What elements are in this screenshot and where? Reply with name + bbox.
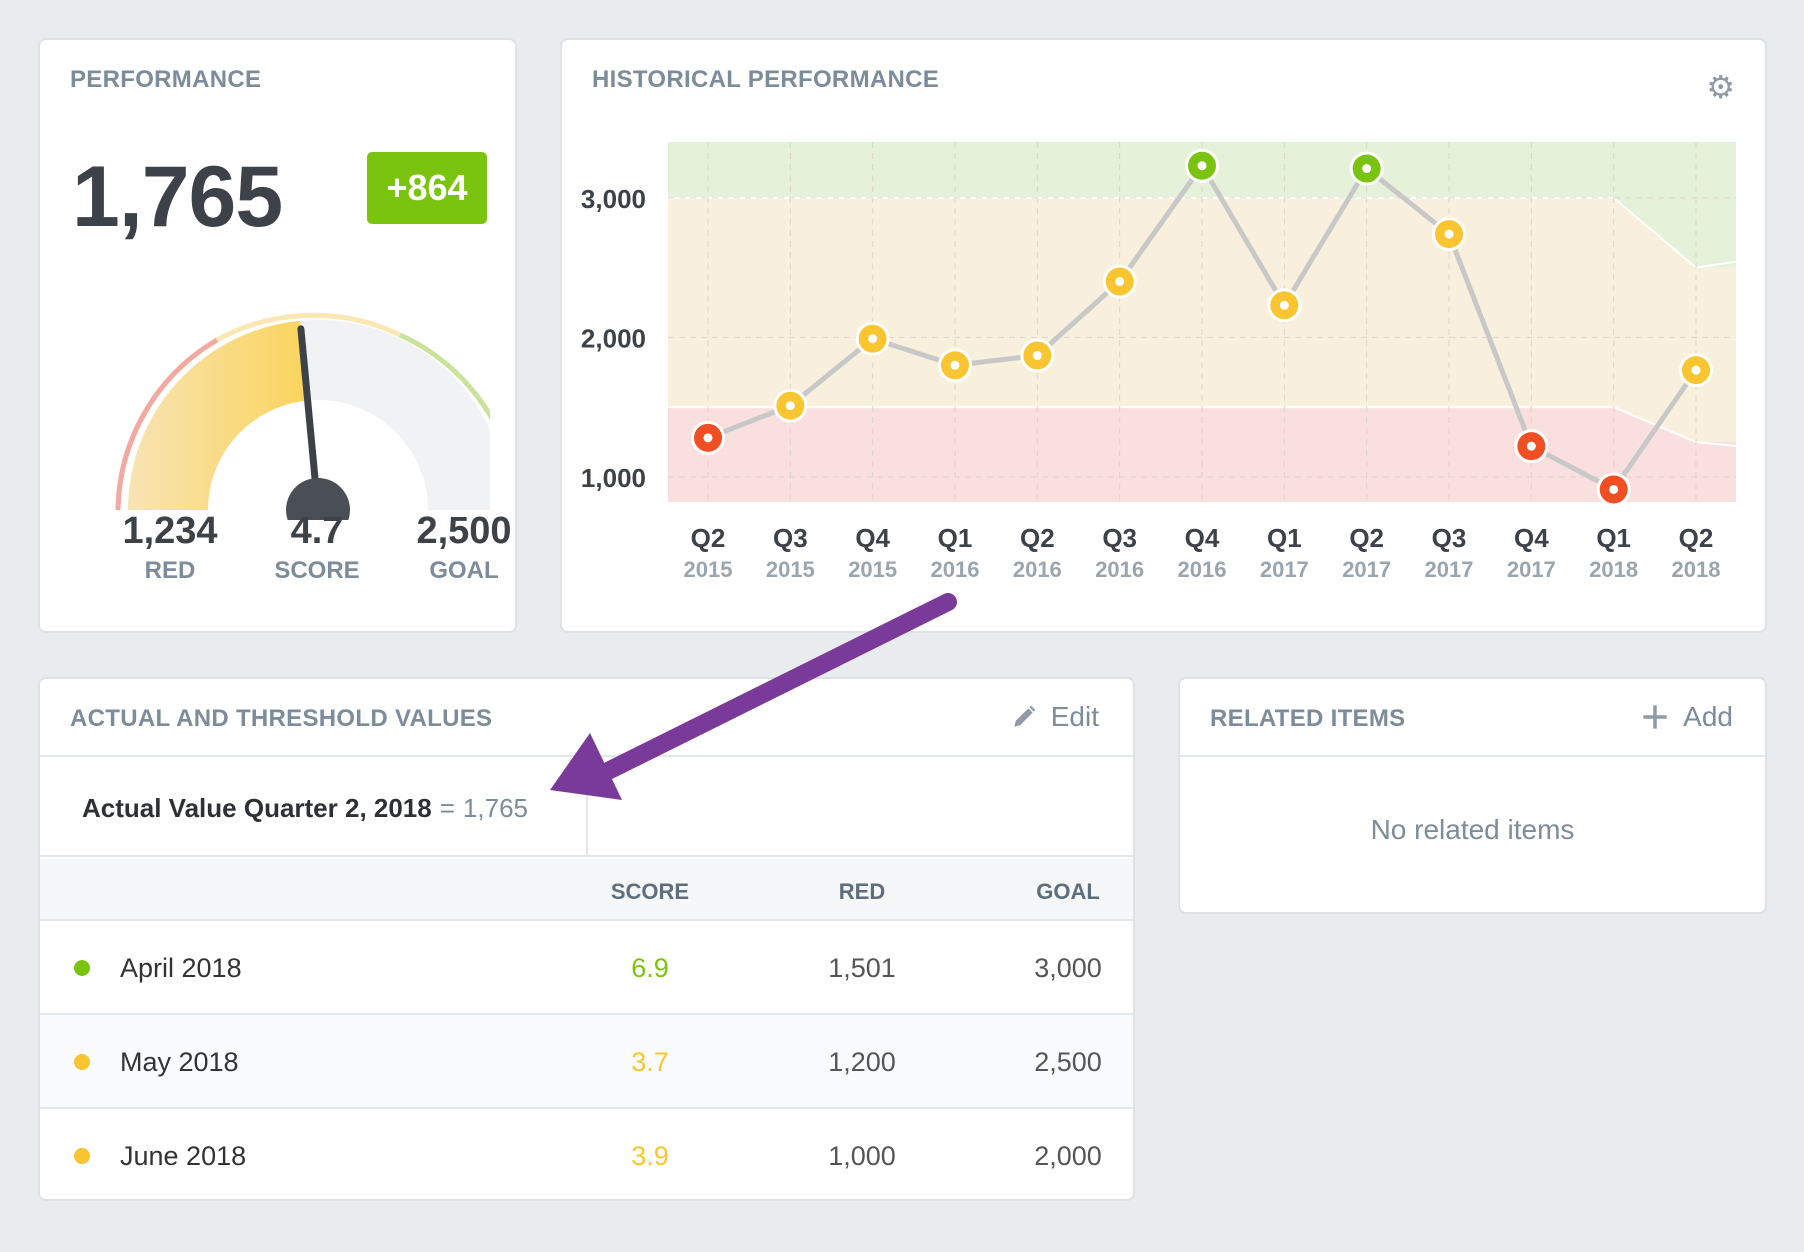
actual-header: ACTUAL AND THRESHOLD VALUES Edit xyxy=(40,679,1133,757)
row-goal: 2,000 xyxy=(1034,1141,1102,1171)
x-tick-year: 2018 xyxy=(1672,557,1721,582)
data-point-center xyxy=(1691,365,1701,375)
x-tick-quarter: Q1 xyxy=(1596,523,1631,553)
column-header-score: SCORE xyxy=(610,879,690,904)
data-point-center xyxy=(1444,229,1454,239)
performance-title: PERFORMANCE xyxy=(70,66,262,93)
x-tick-year: 2017 xyxy=(1260,557,1309,582)
row-score: 3.9 xyxy=(631,1141,669,1171)
data-point-center xyxy=(1032,350,1042,360)
x-tick-quarter: Q2 xyxy=(1349,523,1384,553)
row-period: May 2018 xyxy=(120,1047,239,1077)
stat-red: 1,234 RED xyxy=(122,510,218,584)
row-goal: 3,000 xyxy=(1034,953,1102,983)
gauge-fill xyxy=(128,320,308,510)
x-tick-quarter: Q2 xyxy=(1020,523,1055,553)
column-header-red: RED xyxy=(838,879,886,904)
row-red: 1,000 xyxy=(828,1141,896,1171)
data-point-center xyxy=(1197,161,1207,171)
score-gauge xyxy=(115,312,490,520)
x-tick-year: 2015 xyxy=(848,557,897,582)
status-dot xyxy=(74,960,90,976)
historical-title: HISTORICAL PERFORMANCE xyxy=(592,66,940,93)
related-title: RELATED ITEMS xyxy=(1210,705,1406,732)
table-row[interactable]: June 2018 3.9 1,000 2,000 xyxy=(40,1109,1133,1203)
actual-value-number: 1,765 xyxy=(462,793,528,823)
x-tick-quarter: Q4 xyxy=(855,523,890,553)
gear-icon[interactable]: ⚙ xyxy=(1706,69,1735,105)
column-header-goal: GOAL xyxy=(1036,879,1100,904)
historical-performance-card: 1,000 2,000 3,000 Q2 2015 Q3 2015 Q4 2015 Q1 2016 Q… xyxy=(560,38,1767,633)
row-period: April 2018 xyxy=(120,953,242,983)
data-point-center xyxy=(1609,484,1619,494)
performance-value: 1,765 xyxy=(72,149,283,245)
performance-card: PERFORMANCE 1,765 +864 1,234 RED 4.7 SCO… xyxy=(38,38,517,633)
gauge-hub xyxy=(286,478,350,520)
actual-row-divider xyxy=(586,757,588,855)
status-dot xyxy=(74,1148,90,1164)
row-red: 1,200 xyxy=(828,1047,896,1077)
data-point-center xyxy=(1526,441,1536,451)
x-tick-year: 2016 xyxy=(1178,557,1227,582)
x-tick-quarter: Q2 xyxy=(1679,523,1714,553)
y-tick-label: 1,000 xyxy=(581,463,646,493)
empty-state-text: No related items xyxy=(1370,814,1575,845)
y-tick-label: 3,000 xyxy=(581,184,646,214)
stat-score: 4.7 SCORE xyxy=(274,510,360,584)
edit-button[interactable]: Edit xyxy=(1011,701,1099,733)
goal-band xyxy=(668,142,1736,268)
x-tick-year: 2016 xyxy=(1095,557,1144,582)
x-tick-year: 2018 xyxy=(1589,557,1638,582)
x-tick-year: 2015 xyxy=(766,557,815,582)
x-tick-year: 2016 xyxy=(931,557,980,582)
related-items-card: RELATED ITEMS Add No related items xyxy=(1178,677,1767,914)
x-tick-quarter: Q2 xyxy=(691,523,726,553)
x-tick-quarter: Q3 xyxy=(1102,523,1137,553)
x-tick-year: 2017 xyxy=(1507,557,1556,582)
related-header: RELATED ITEMS Add xyxy=(1180,679,1765,757)
data-point-center xyxy=(1279,300,1289,310)
data-point-center xyxy=(703,433,713,443)
x-tick-year: 2017 xyxy=(1342,557,1391,582)
gauge-outer-green xyxy=(398,332,490,421)
x-tick-year: 2015 xyxy=(684,557,733,582)
data-point-center xyxy=(1115,277,1125,287)
pencil-icon xyxy=(1014,705,1036,727)
table-row[interactable]: May 2018 3.7 1,200 2,500 xyxy=(40,1015,1133,1109)
add-label: Add xyxy=(1683,701,1733,732)
actual-value-row: Actual Value Quarter 2, 2018 = 1,765 xyxy=(40,757,1133,857)
y-tick-label: 2,000 xyxy=(581,323,646,353)
x-tick-quarter: Q3 xyxy=(1432,523,1467,553)
gauge-outer-yellow xyxy=(215,312,402,343)
table-header: SCORE RED GOAL xyxy=(40,859,1133,921)
plus-icon xyxy=(1643,705,1667,729)
x-tick-quarter: Q4 xyxy=(1185,523,1220,553)
gauge-outer-red xyxy=(115,337,219,511)
actual-value-text: Actual Value Quarter 2, 2018 = 1,765 xyxy=(82,793,528,823)
edit-label: Edit xyxy=(1050,701,1099,732)
x-tick-quarter: Q3 xyxy=(773,523,808,553)
historical-chart: 1,000 2,000 3,000 Q2 2015 Q3 2015 Q4 2015 Q1 2016 Q… xyxy=(581,142,1737,582)
table-row[interactable]: April 2018 6.9 1,501 3,000 xyxy=(40,921,1133,1015)
row-period: June 2018 xyxy=(120,1141,247,1171)
data-point-center xyxy=(785,401,795,411)
x-tick-quarter: Q1 xyxy=(1267,523,1302,553)
status-dot xyxy=(74,1054,90,1070)
x-tick-year: 2017 xyxy=(1425,557,1474,582)
actual-title: ACTUAL AND THRESHOLD VALUES xyxy=(70,705,493,732)
data-point-center xyxy=(1362,164,1372,174)
stat-goal: 2,500 GOAL xyxy=(416,510,512,584)
data-point-center xyxy=(868,334,878,344)
data-point-center xyxy=(950,360,960,370)
row-red: 1,501 xyxy=(828,953,896,983)
row-goal: 2,500 xyxy=(1034,1047,1102,1077)
x-tick-quarter: Q4 xyxy=(1514,523,1549,553)
performance-delta-badge: +864 xyxy=(367,152,487,224)
row-score: 3.7 xyxy=(631,1047,669,1077)
row-score: 6.9 xyxy=(631,953,669,983)
actual-threshold-card: ACTUAL AND THRESHOLD VALUES Edit Actual … xyxy=(38,677,1135,1201)
x-tick-quarter: Q1 xyxy=(938,523,973,553)
x-tick-year: 2016 xyxy=(1013,557,1062,582)
add-button[interactable]: Add xyxy=(1641,701,1733,733)
